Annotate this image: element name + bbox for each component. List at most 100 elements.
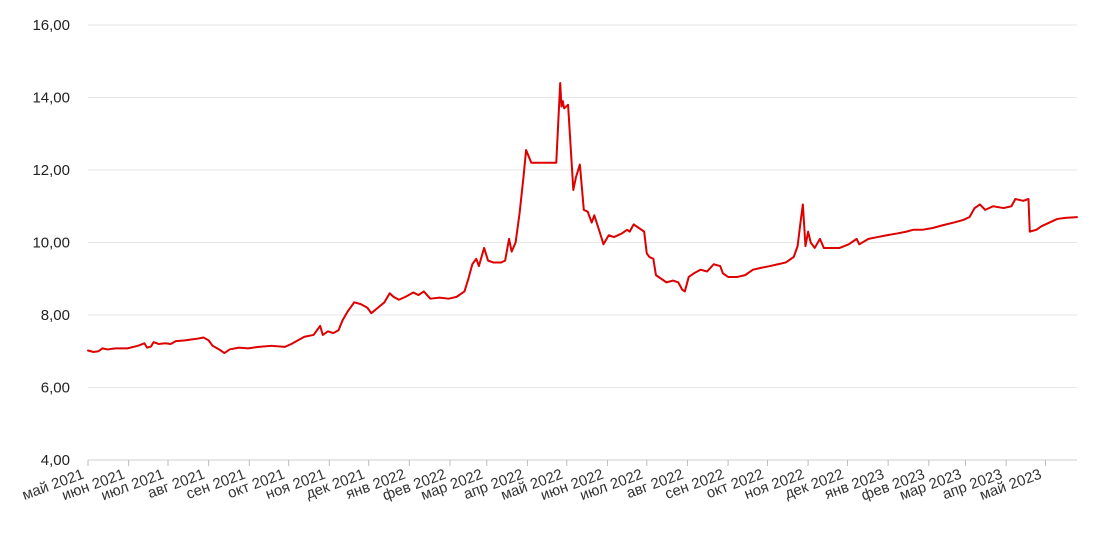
data-point <box>896 232 898 234</box>
data-point <box>621 232 623 234</box>
data-point <box>555 162 557 164</box>
data-point <box>646 252 648 254</box>
data-point <box>962 219 964 221</box>
data-point <box>238 347 240 349</box>
data-point <box>202 336 204 338</box>
data-point <box>107 348 109 350</box>
data-point <box>984 209 986 211</box>
data-point <box>398 299 400 301</box>
data-point <box>1010 205 1012 207</box>
series-layer <box>87 82 1078 355</box>
data-point <box>197 338 199 340</box>
data-point <box>593 214 595 216</box>
data-point <box>814 247 816 249</box>
data-point <box>303 336 305 338</box>
y-tick-label: 12,00 <box>32 162 70 179</box>
data-point <box>823 247 825 249</box>
data-point <box>693 272 695 274</box>
data-point <box>189 339 191 341</box>
data-point <box>760 267 762 269</box>
data-point <box>429 298 431 300</box>
data-point <box>143 342 145 344</box>
data-point <box>797 245 799 247</box>
data-point <box>626 229 628 231</box>
data-point <box>608 234 610 236</box>
data-point <box>1029 231 1031 233</box>
y-tick-label: 14,00 <box>32 90 70 107</box>
data-point <box>153 341 155 343</box>
data-point <box>338 329 340 331</box>
data-point <box>1022 200 1024 202</box>
data-point <box>158 343 160 345</box>
y-tick-label: 8,00 <box>41 307 70 324</box>
data-point <box>290 343 292 345</box>
data-point <box>418 294 420 296</box>
data-point <box>727 276 729 278</box>
data-point <box>953 222 955 224</box>
data-point <box>769 265 771 267</box>
data-point <box>785 261 787 263</box>
data-point <box>525 149 527 151</box>
data-point <box>366 307 368 309</box>
data-point <box>856 238 858 240</box>
data-point <box>377 307 379 309</box>
data-point <box>1003 207 1005 209</box>
data-point <box>1027 198 1029 200</box>
data-point <box>752 269 754 271</box>
y-axis-tick-labels: 4,00 6,00 8,00 10,00 12,00 14,00 16,00 <box>32 17 70 469</box>
data-point <box>439 297 441 299</box>
data-point <box>561 106 563 108</box>
data-point <box>487 260 489 262</box>
data-point <box>877 236 879 238</box>
data-point <box>247 347 249 349</box>
data-point <box>463 290 465 292</box>
data-point <box>393 296 395 298</box>
data-point <box>319 325 321 327</box>
data-point <box>229 348 231 350</box>
data-point <box>613 236 615 238</box>
data-point <box>579 164 581 166</box>
data-point <box>819 238 821 240</box>
data-point <box>471 263 473 265</box>
data-point <box>921 229 923 231</box>
data-point <box>322 334 324 336</box>
data-point <box>700 269 702 271</box>
data-point <box>1014 198 1016 200</box>
data-point <box>672 280 674 282</box>
data-point <box>652 258 654 260</box>
data-point <box>483 247 485 249</box>
data-point <box>932 227 934 229</box>
data-point <box>1048 222 1050 224</box>
data-point <box>101 347 103 349</box>
data-point <box>150 346 152 348</box>
data-point <box>175 340 177 342</box>
data-point <box>719 265 721 267</box>
data-point <box>858 243 860 245</box>
data-point <box>353 301 355 303</box>
data-point <box>515 242 517 244</box>
data-point <box>313 334 315 336</box>
data-point <box>341 319 343 321</box>
data-point <box>583 209 585 211</box>
data-point <box>347 310 349 312</box>
data-point <box>412 292 414 294</box>
data-point <box>475 258 477 260</box>
data-point <box>655 274 657 276</box>
data-point <box>829 247 831 249</box>
data-point <box>807 231 809 233</box>
data-point <box>562 100 564 102</box>
data-point <box>1035 229 1037 231</box>
data-point <box>575 176 577 178</box>
data-point <box>97 350 99 352</box>
data-point <box>886 234 888 236</box>
data-point <box>688 276 690 278</box>
data-point <box>383 301 385 303</box>
data-point <box>643 231 645 233</box>
data-point <box>212 345 214 347</box>
data-point <box>867 238 869 240</box>
data-point <box>360 303 362 305</box>
data-point <box>1064 217 1066 219</box>
data-point <box>793 256 795 258</box>
data-point <box>744 274 746 276</box>
